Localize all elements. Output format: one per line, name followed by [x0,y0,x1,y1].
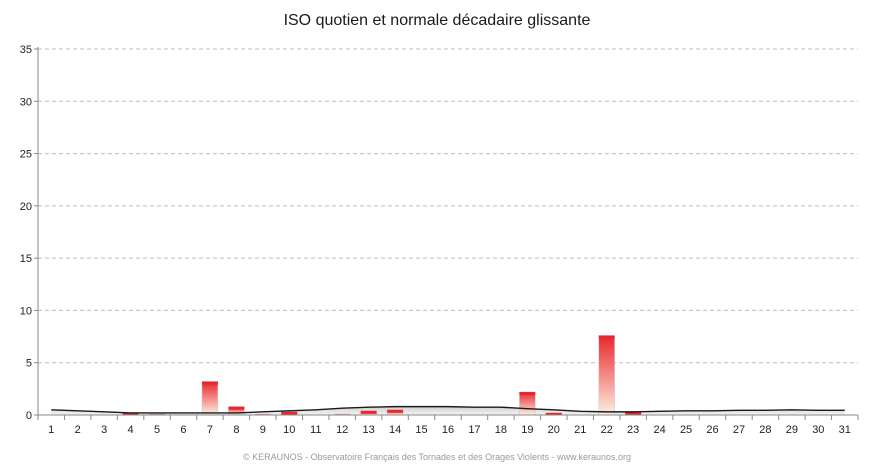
x-tick-label: 24 [653,424,665,436]
x-tick-label: 15 [415,424,427,436]
y-tick-label: 20 [20,201,32,213]
bars [122,335,642,416]
axes [34,47,859,420]
x-tick-label: 21 [574,424,586,436]
y-tick-label: 0 [26,410,32,422]
x-tick-label: 31 [839,424,851,436]
x-tick-label: 20 [548,424,560,436]
x-tick-label: 4 [128,424,134,436]
x-tick-label: 6 [180,424,186,436]
y-tick-label: 15 [20,253,32,265]
x-tick-label: 25 [680,424,692,436]
x-tick-label: 11 [310,424,321,436]
x-tick-label: 22 [601,424,613,436]
normal-line [51,405,845,414]
bar-cap [202,381,218,385]
x-tick-label: 29 [786,424,798,436]
bar [519,391,536,416]
bar [201,381,219,416]
x-tick-label: 17 [468,424,480,436]
chart-title: ISO quotien et normale décadaire glissan… [283,12,591,29]
bar-cap [625,411,642,415]
bar-cap [228,406,245,410]
y-tick-label: 5 [26,358,32,370]
x-tick-label: 13 [363,424,375,436]
bar [598,335,615,416]
bar-cap [360,410,377,414]
x-tick-label: 1 [48,424,54,436]
y-tick-label: 10 [20,305,32,317]
normal-series-line [51,405,845,414]
x-tick-label: 14 [389,424,401,436]
x-tick-label: 2 [75,424,81,436]
bar-cap [281,411,298,415]
footer-credit: © KERAUNOS - Observatoire Français des T… [243,452,631,462]
y-tick-label: 35 [20,44,32,56]
x-tick-label: 28 [759,424,771,436]
x-tick-label: 5 [154,424,160,436]
x-tick-label: 18 [495,424,507,436]
x-tick-label: 27 [733,424,745,436]
x-tick-label: 3 [101,424,107,436]
gridlines [38,48,858,364]
y-tick-label: 30 [20,96,32,108]
bar-cap [598,335,615,339]
x-tick-label: 16 [442,424,454,436]
bar-cap [122,412,139,415]
x-tick-label: 9 [260,424,266,436]
x-tick-label: 8 [233,424,239,436]
x-tick-label: 12 [336,424,348,436]
x-tick-label: 19 [521,424,533,436]
bar-cap [519,391,536,395]
x-tick-label: 7 [207,424,213,436]
x-tick-label: 30 [812,424,824,436]
bar-cap [387,409,404,413]
y-tick-label: 25 [20,149,32,161]
x-tick-label: 10 [283,424,295,436]
x-tick-label: 23 [627,424,639,436]
x-tick-label: 26 [706,424,718,436]
bar-cap [545,412,562,415]
